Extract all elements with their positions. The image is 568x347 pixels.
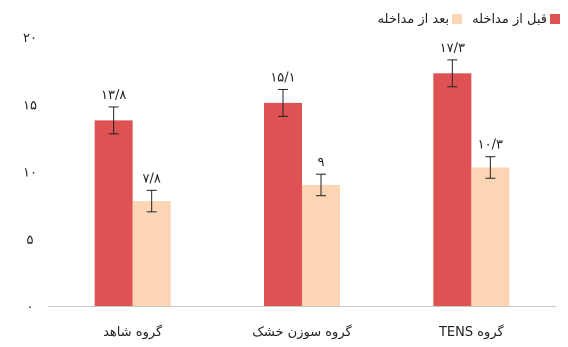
y-tick-label: ۵ (27, 233, 34, 248)
data-label: ۱۳/۸ (101, 88, 126, 103)
x-tick-label: گروه TENS (438, 324, 505, 340)
legend-item-before: قبل از مداخله (472, 12, 560, 27)
data-label: ۱۵/۱ (270, 70, 295, 85)
y-tick-label: ۲۰ (23, 31, 37, 46)
legend: قبل از مداخله بعد از مداخله (360, 9, 560, 29)
x-tick-label: گروه سوزن خشک (252, 324, 352, 340)
y-tick-label: ۱۵ (23, 98, 37, 113)
data-label: ۹ (318, 155, 325, 170)
legend-swatch-after (452, 14, 463, 24)
legend-label-before: قبل از مداخله (472, 11, 547, 27)
data-label: ۷/۸ (142, 171, 160, 186)
bar (94, 120, 133, 306)
bar (264, 102, 302, 306)
bar (132, 201, 171, 306)
legend-swatch-before (550, 14, 560, 24)
legend-label-after: بعد از مداخله (377, 11, 450, 27)
bar (433, 73, 472, 306)
x-tick-label: گروه شاهد (103, 324, 163, 340)
data-label: ۱۰/۳ (478, 138, 503, 153)
y-tick-label: ۰ (27, 300, 34, 315)
bar (302, 184, 340, 306)
legend-item-after: بعد از مداخله (378, 12, 463, 27)
y-tick-label: ۱۰ (23, 166, 37, 181)
data-label: ۱۷/۳ (440, 41, 465, 56)
bar (471, 167, 510, 306)
